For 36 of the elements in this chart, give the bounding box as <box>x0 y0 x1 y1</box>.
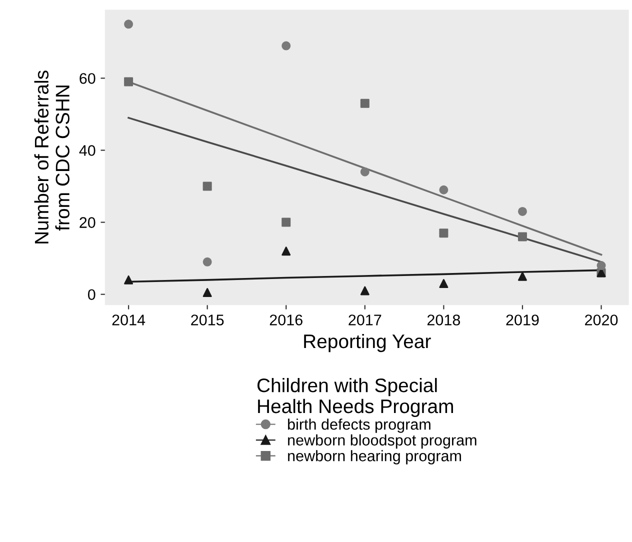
point <box>282 41 291 50</box>
x-tick-label: 2019 <box>506 314 539 326</box>
point <box>124 20 134 29</box>
point <box>202 257 212 266</box>
point <box>124 275 134 284</box>
point <box>360 286 370 296</box>
point <box>282 218 291 227</box>
point <box>439 228 448 238</box>
legend-label: newborn bloodspot program <box>288 434 476 449</box>
point <box>202 288 212 298</box>
point <box>518 272 527 281</box>
point <box>439 185 448 194</box>
point <box>518 232 527 242</box>
point <box>124 77 134 86</box>
point <box>596 261 606 270</box>
x-tick-label: 2016 <box>270 314 302 326</box>
y-tick-label: 40 <box>79 145 96 156</box>
legend-label: birth defects program <box>288 418 430 433</box>
legend-title: Children with Special Health Needs Program <box>257 378 453 418</box>
y-axis-title: Number of Referrals from CDC CSHN <box>34 70 70 244</box>
x-axis-title: Reporting Year <box>304 334 431 352</box>
point <box>360 98 370 108</box>
x-tick-label: 2017 <box>348 314 382 326</box>
x-tick-label: 2014 <box>112 314 146 326</box>
y-tick-label: 0 <box>88 289 96 300</box>
point <box>360 167 370 176</box>
y-tick-label: 20 <box>80 217 96 228</box>
y-tick-label: 60 <box>80 73 96 84</box>
point <box>282 246 291 256</box>
legend-label: newborn hearing program <box>288 450 461 464</box>
point <box>439 279 448 288</box>
x-tick-label: 2015 <box>191 314 224 326</box>
x-tick-label: 2018 <box>427 314 460 326</box>
point <box>202 182 212 191</box>
x-tick-label: 2020 <box>585 314 618 326</box>
point <box>518 206 527 216</box>
